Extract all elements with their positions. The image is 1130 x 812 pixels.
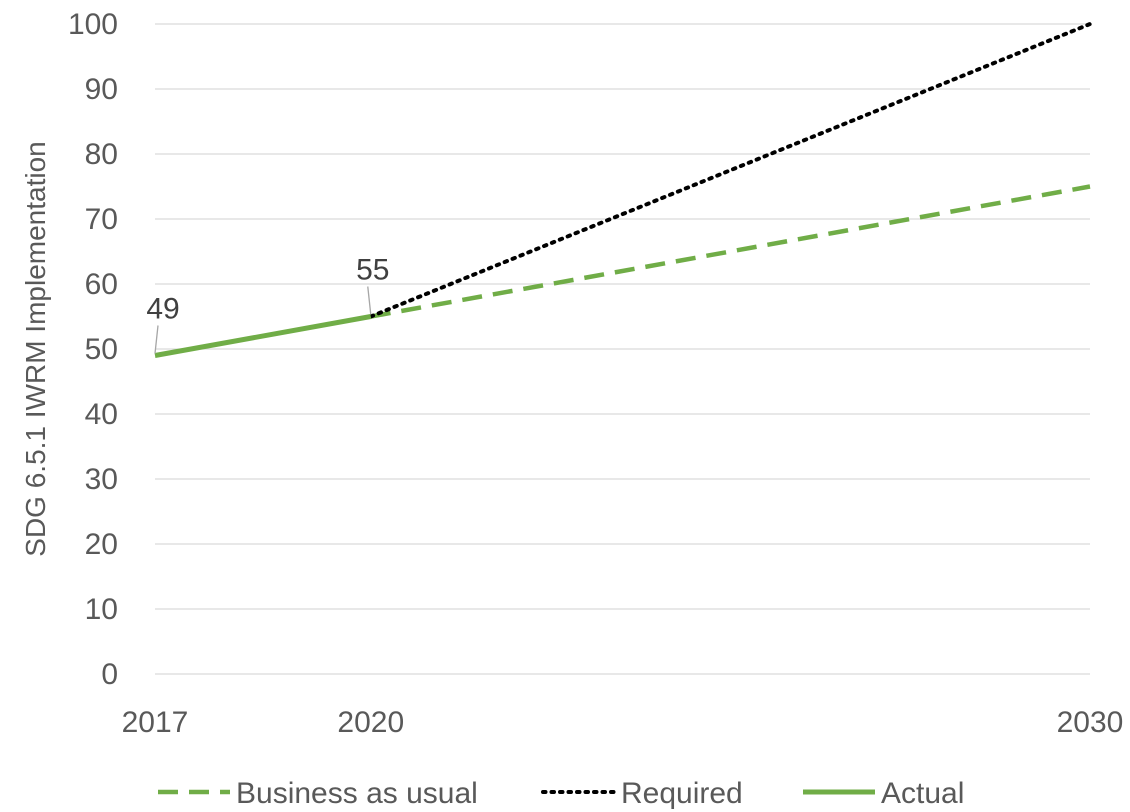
x-tick-label: 2020 xyxy=(337,706,404,739)
gridlines xyxy=(155,23,1090,675)
series-line-business-as-usual xyxy=(370,184,1091,319)
data-label-leader xyxy=(154,325,159,354)
y-tick-label: 100 xyxy=(68,8,118,41)
x-tick-label: 2030 xyxy=(1057,706,1124,739)
legend-label: Business as usual xyxy=(236,777,478,810)
y-tick-label: 20 xyxy=(85,528,118,561)
y-tick-label: 90 xyxy=(85,73,118,106)
legend-label: Actual xyxy=(881,777,964,810)
data-label: 55 xyxy=(356,254,389,287)
legend: Business as usual Required Actual xyxy=(158,777,964,810)
y-tick-label: 70 xyxy=(85,203,118,236)
series-lines xyxy=(154,22,1092,358)
data-label-leader xyxy=(367,286,372,315)
y-tick-label: 80 xyxy=(85,138,118,171)
legend-label: Required xyxy=(621,777,743,810)
data-labels: 49 55 xyxy=(146,254,389,354)
y-tick-label: 50 xyxy=(85,333,118,366)
series-line-actual xyxy=(154,314,372,358)
x-tick-label: 2017 xyxy=(122,706,189,739)
x-axis-ticks: 2017 2020 2030 xyxy=(122,706,1124,739)
y-axis-title: SDG 6.5.1 IWRM Implementation xyxy=(20,141,51,556)
y-tick-label: 30 xyxy=(85,463,118,496)
series-line-required xyxy=(368,22,1092,319)
y-tick-label: 10 xyxy=(85,593,118,626)
data-label: 49 xyxy=(146,293,179,326)
y-tick-label: 60 xyxy=(85,268,118,301)
y-axis-ticks: 0 10 20 30 40 50 60 70 80 90 100 xyxy=(68,8,118,691)
y-tick-label: 0 xyxy=(101,658,118,691)
y-tick-label: 40 xyxy=(85,398,118,431)
